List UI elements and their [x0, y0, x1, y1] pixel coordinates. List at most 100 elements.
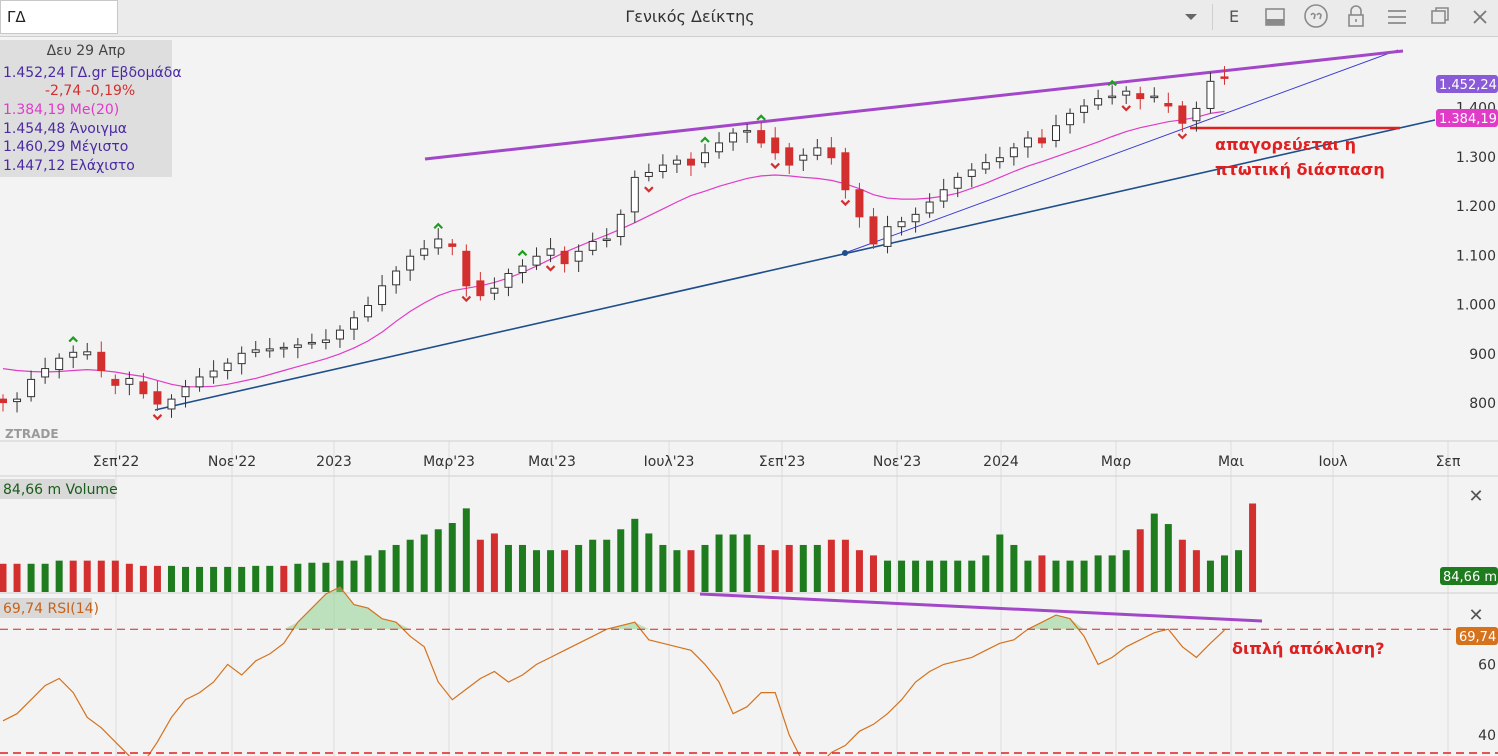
close-volume-panel-icon[interactable]: ✕ [1468, 486, 1483, 507]
volume-bar [1010, 544, 1018, 592]
candle-up [939, 189, 948, 202]
candle-up [616, 213, 625, 238]
volume-bar [799, 544, 807, 592]
restore-icon[interactable] [1428, 0, 1452, 34]
candle-up [743, 130, 752, 133]
volume-bar [926, 560, 934, 592]
volume-bar [603, 539, 611, 592]
symbol-input[interactable]: ΓΔ [0, 0, 118, 34]
y-tick-label: 1.200 [1456, 199, 1496, 215]
volume-bar [1052, 560, 1060, 592]
window-title: Γενικός Δείκτης [625, 7, 755, 26]
volume-bar [1024, 560, 1032, 592]
x-tick-label: Μαι'23 [528, 454, 576, 470]
swing-markers [68, 79, 1188, 421]
candle-up [981, 162, 990, 170]
volume-bar [575, 544, 583, 592]
candle-up [1094, 98, 1103, 106]
chart-area[interactable]: Σεπ'22 Νοε'22 2023 Μαρ'23 Μαι'23 Ιουλ'23 Σεπ'2… [0, 37, 1498, 756]
volume-bar [715, 534, 723, 592]
price-panel-bg [0, 37, 1498, 441]
candle-down [476, 280, 485, 297]
candle-up [1080, 105, 1089, 113]
volume-bar [336, 560, 344, 592]
rsi-path [2, 586, 1225, 756]
volume-bar [645, 533, 653, 592]
volume-bar [504, 544, 512, 592]
candle-up [195, 376, 204, 388]
candle-up [490, 287, 499, 294]
y-tick-label: 1.000 [1456, 298, 1496, 314]
candle-up [672, 159, 681, 165]
candle-up [1009, 147, 1018, 158]
volume-bar [1192, 550, 1200, 592]
x-tick-label: Νοε'23 [873, 454, 921, 470]
candle-up [13, 398, 22, 403]
volume-bar [1080, 560, 1088, 592]
candle-up [83, 351, 92, 356]
volume-label: 84,66 m Volume [3, 482, 118, 498]
candle-up [1066, 112, 1075, 126]
volume-badge-text: 84,66 m [1443, 570, 1497, 585]
candle-down [97, 351, 106, 372]
rsi-line [0, 586, 1498, 756]
candle-up [321, 339, 330, 343]
info-open-line: 1.454,48 Άνοιγμα [3, 121, 127, 137]
volume-bar [420, 534, 428, 592]
close-rsi-panel-icon[interactable]: ✕ [1468, 605, 1483, 626]
rsi-tick-label: 60 [1478, 657, 1496, 673]
volume-bar [982, 555, 990, 592]
volume-bar [884, 560, 892, 592]
candle-up [897, 221, 906, 228]
volume-bar [813, 544, 821, 592]
upper-channel-line [424, 49, 1404, 161]
candle-up [209, 370, 218, 378]
lock-icon[interactable] [1344, 0, 1368, 34]
last-price-badge-text: 1.452,24 [1439, 78, 1497, 93]
candle-up [251, 349, 260, 353]
last-price-badge [1436, 75, 1498, 93]
swing-low-marker [1121, 105, 1131, 112]
candle-up [658, 164, 667, 173]
volume-bar [111, 560, 119, 592]
rsi-badge [1456, 627, 1498, 645]
info-date: Δευ 29 Απρ [47, 43, 126, 59]
candle-up [350, 317, 358, 330]
candle-down [841, 152, 850, 191]
candle-down [785, 147, 794, 166]
volume-bar [518, 544, 526, 592]
candle-down [1136, 93, 1145, 100]
volume-bar [69, 560, 77, 592]
swing-low-marker [770, 162, 780, 170]
candle-down [771, 137, 780, 154]
layout-icon[interactable] [1262, 0, 1288, 34]
candle-up [434, 238, 443, 249]
candle-up [1108, 95, 1117, 99]
candle-up [1192, 107, 1201, 122]
candle-down [1178, 105, 1187, 124]
volume-bars [0, 503, 1257, 592]
volume-bar [968, 560, 976, 592]
x-tick-label: Σεπ'22 [93, 454, 140, 470]
candle-up [392, 270, 401, 286]
candle-up [715, 142, 724, 153]
candle-down [153, 391, 162, 405]
chevron-down-icon[interactable] [1176, 0, 1206, 34]
volume-bar [1249, 503, 1257, 592]
volume-bar [448, 523, 456, 592]
volume-bar [827, 539, 835, 592]
panel-backgrounds [0, 37, 1498, 594]
candle-up [27, 378, 36, 398]
candle-down [462, 250, 471, 287]
volume-bar [182, 566, 190, 592]
menu-icon[interactable] [1384, 0, 1410, 34]
volume-bar [729, 534, 737, 592]
volume-bar [224, 566, 232, 592]
e-button[interactable]: E [1228, 7, 1240, 26]
close-icon[interactable] [1468, 0, 1492, 34]
rsi-divergence-line [699, 592, 1263, 623]
volume-bar [364, 555, 372, 592]
candle-up [729, 132, 738, 143]
info-change-line: -2,74 -0,19% [45, 83, 135, 99]
comment-icon[interactable] [1302, 0, 1330, 34]
